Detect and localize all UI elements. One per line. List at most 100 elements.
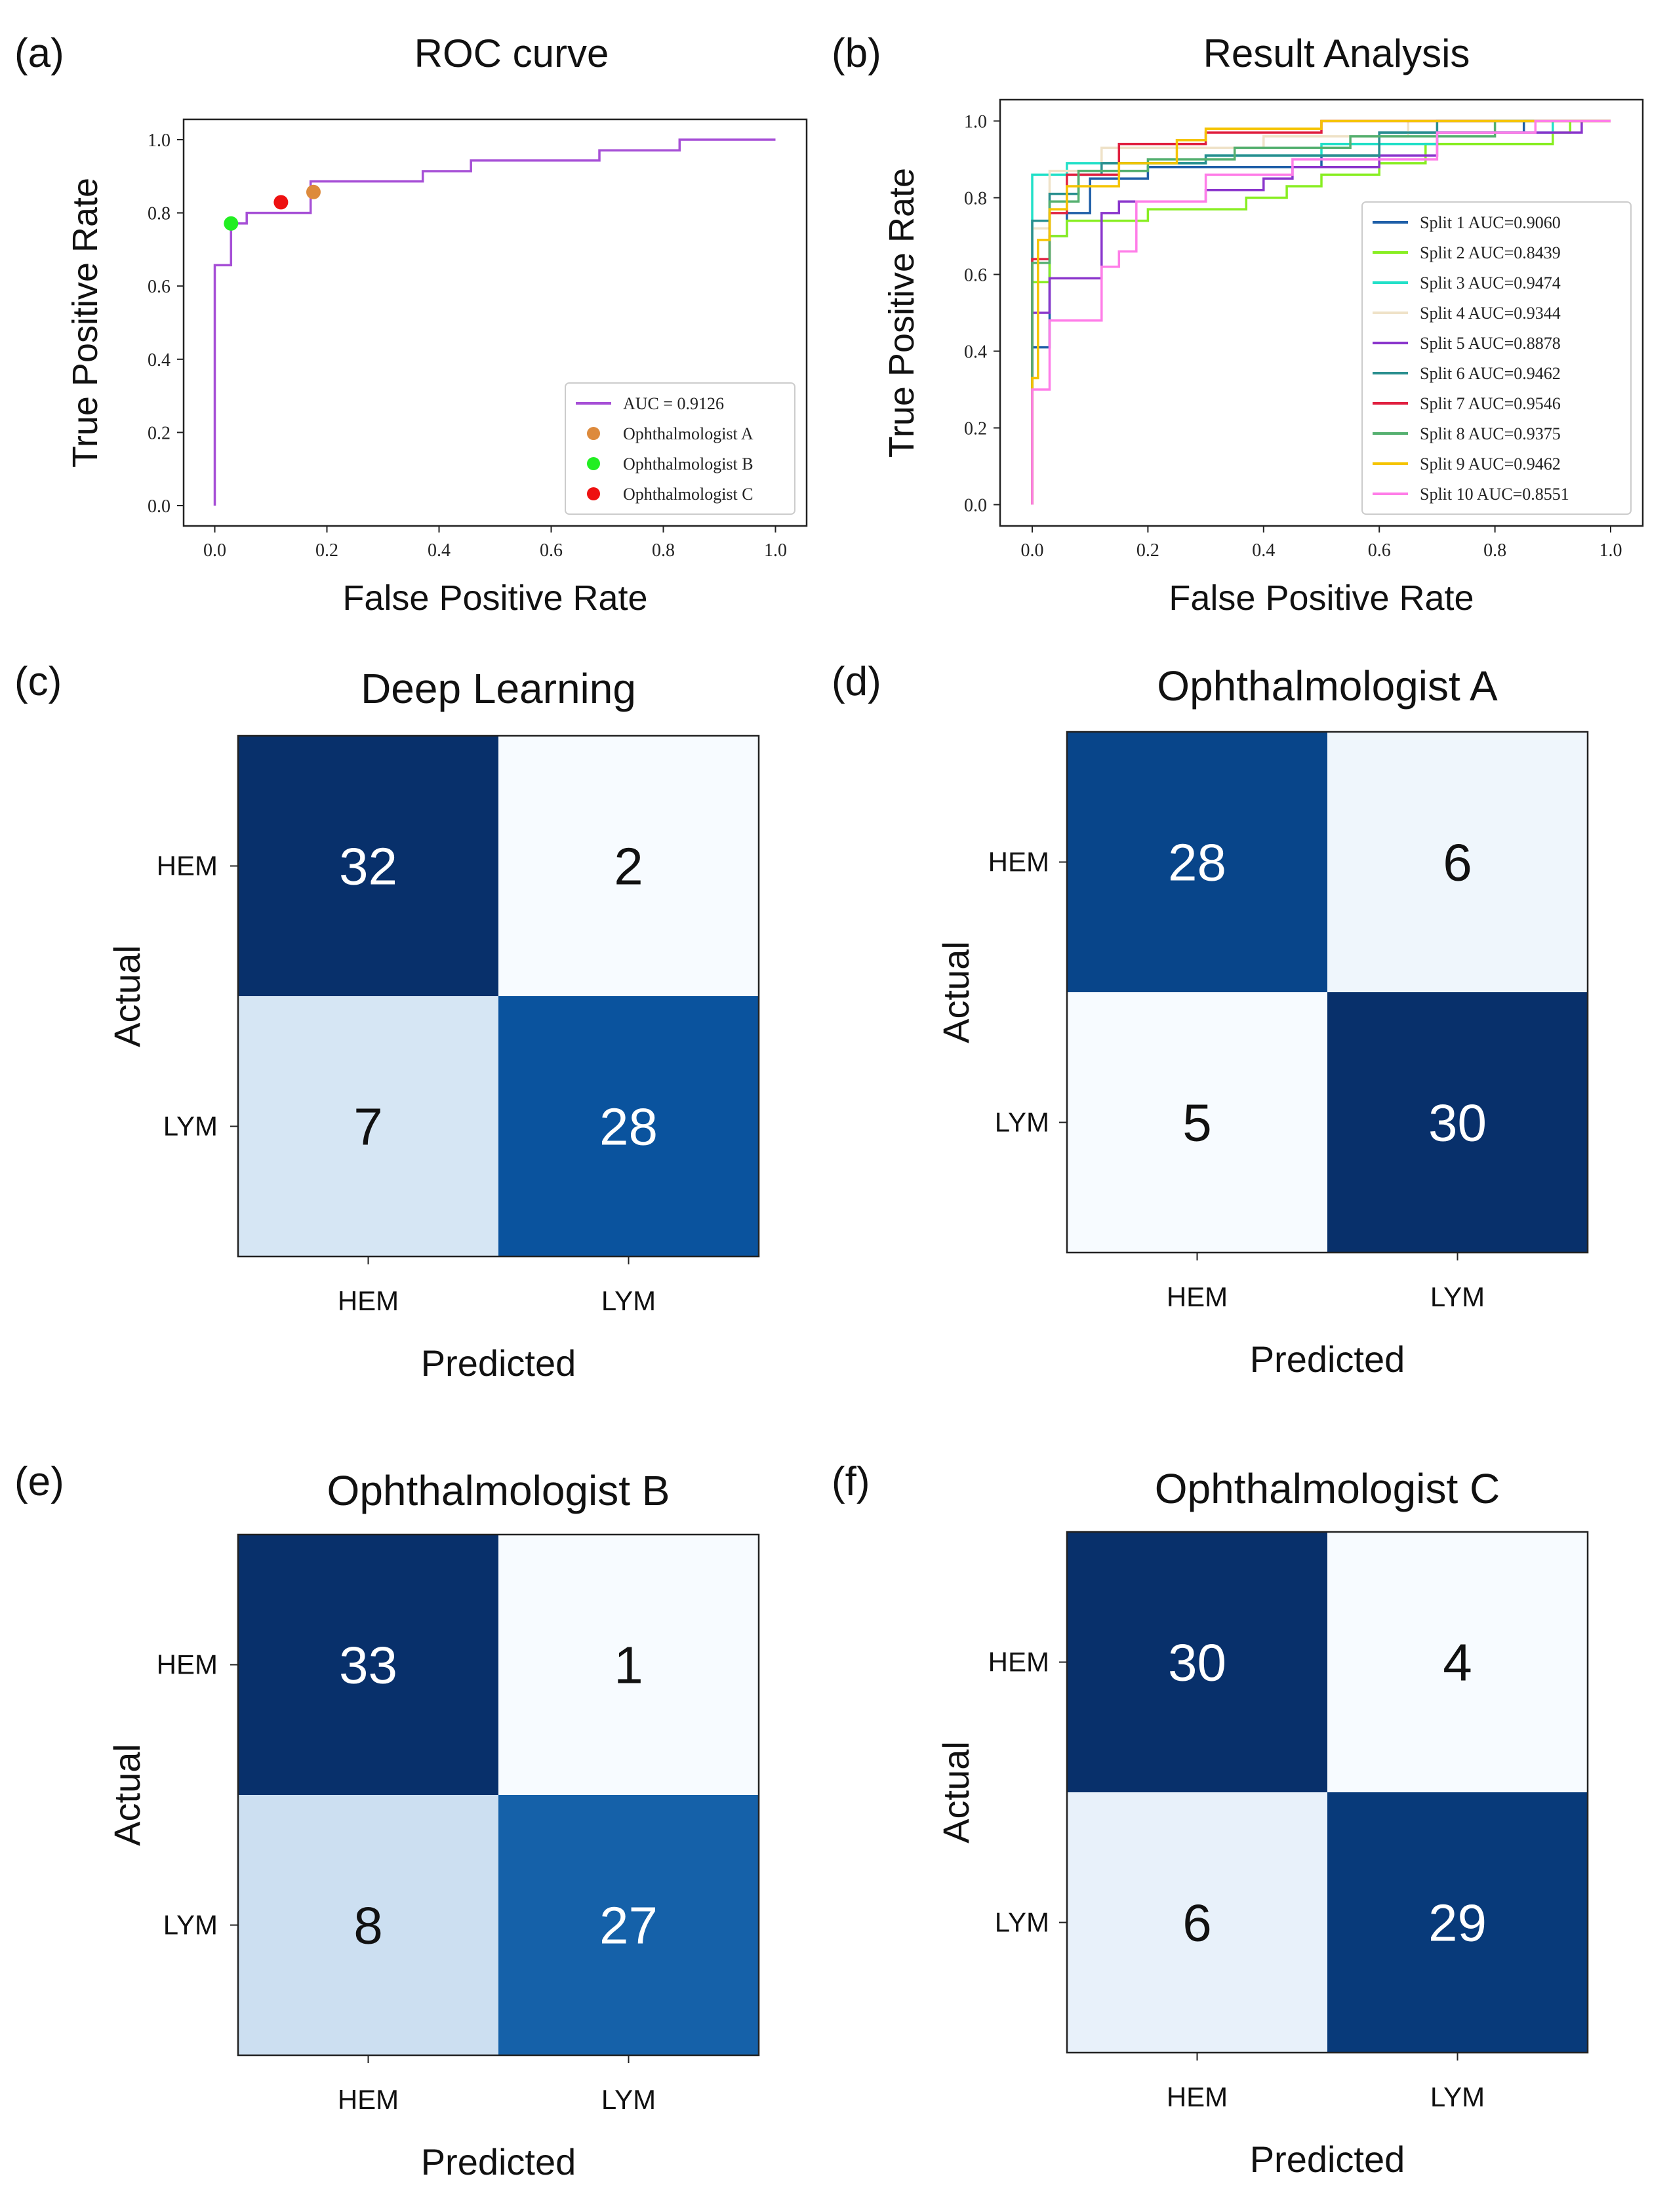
- cell-value-label: 30: [1168, 1634, 1226, 1692]
- column-label: HEM: [338, 2084, 399, 2115]
- matrix-cell-lym-lym: [1327, 992, 1588, 1253]
- matrix-frame: [237, 734, 760, 1258]
- column-label: LYM: [601, 2084, 656, 2115]
- x-tick-label: 0.0: [1021, 540, 1044, 561]
- cell-value-label: 1: [614, 1636, 643, 1695]
- legend-box: [1361, 201, 1632, 515]
- y-tick-label: 0.2: [148, 423, 171, 443]
- legend-marker-swatch: [587, 487, 600, 500]
- legend-entry-label: Ophthalmologist A: [623, 424, 754, 443]
- scatter-point-3: [273, 195, 289, 210]
- legend-entry-label: Split 8 AUC=0.9375: [1420, 424, 1561, 443]
- y-axis-label: Actual: [106, 945, 148, 1047]
- cell-value-label: 28: [599, 1098, 658, 1156]
- confusion-matrix-3: (d) Ophthalmologist A 28 6 5 30 HEM LYM HEM LYM Pr…: [832, 659, 1589, 1380]
- cell-value-label: 5: [1182, 1094, 1212, 1152]
- series-line-4: [1031, 119, 1611, 505]
- series-line-8: [1031, 119, 1611, 505]
- legend-entry-label: Split 2 AUC=0.8439: [1420, 243, 1561, 262]
- y-tick-label: 0.8: [964, 189, 987, 209]
- legend: AUC = 0.9126 Ophthalmologist A Ophthalmolo…: [565, 382, 795, 515]
- matrix-cell-lym-lym: [498, 1795, 759, 2055]
- matrix-frame: [1066, 731, 1589, 1254]
- confusion-matrix-5: (f) Ophthalmologist C 30 4 6 29 HEM LYM HEM LYM Pr…: [832, 1459, 1589, 2180]
- column-label: LYM: [601, 1285, 656, 1316]
- panel-label: (f): [832, 1459, 870, 1504]
- y-tick-label: 0.4: [964, 342, 987, 363]
- scatter-point-1: [306, 184, 321, 199]
- y-tick-label: 1.0: [964, 112, 987, 132]
- y-axis-label: True Positive Rate: [66, 178, 105, 468]
- y-axis-label: Actual: [935, 941, 976, 1043]
- legend-marker-swatch: [587, 457, 600, 470]
- x-axis-label: False Positive Rate: [1169, 578, 1474, 618]
- x-tick-label: 0.0: [203, 540, 226, 561]
- row-label: HEM: [157, 1649, 218, 1680]
- matrix-cell-lym-lym: [1327, 1792, 1588, 2053]
- chart-title: Deep Learning: [361, 665, 636, 712]
- column-label: LYM: [1430, 1281, 1485, 1312]
- plot-frame: [999, 98, 1644, 527]
- chart-title: Result Analysis: [1203, 31, 1470, 75]
- row-label: HEM: [988, 847, 1049, 877]
- row-label: LYM: [995, 1107, 1049, 1138]
- matrix-frame: [237, 1533, 760, 2057]
- row-label: HEM: [157, 851, 218, 881]
- y-tick-label: 0.6: [148, 277, 171, 297]
- x-tick-label: 1.0: [1599, 540, 1622, 561]
- chart-title: Ophthalmologist A: [1157, 662, 1498, 710]
- cell-value-label: 6: [1443, 834, 1472, 892]
- panel-label: (a): [14, 31, 64, 76]
- chart-title: Ophthalmologist B: [327, 1467, 670, 1514]
- legend-entry-label: Split 7 AUC=0.9546: [1420, 394, 1561, 413]
- legend-entry-label: Split 9 AUC=0.9462: [1420, 454, 1561, 473]
- x-tick-label: 0.4: [1252, 540, 1275, 561]
- column-label: LYM: [1430, 2081, 1485, 2112]
- legend-entry-label: Split 10 AUC=0.8551: [1420, 485, 1569, 504]
- cell-value-label: 6: [1182, 1894, 1212, 1952]
- legend-entry-label: Split 4 AUC=0.9344: [1420, 304, 1561, 323]
- matrix-cell-hem-lym: [1327, 732, 1588, 992]
- matrix-cell-hem-hem: [1067, 1532, 1327, 1792]
- x-tick-label: 0.8: [652, 540, 675, 561]
- panel-label: (d): [832, 659, 881, 704]
- x-axis-label: Predicted: [1250, 1338, 1405, 1380]
- row-label: LYM: [163, 1111, 218, 1142]
- legend-entry-label: Ophthalmologist B: [623, 454, 754, 473]
- roc-panel-1: (b) Result Analysis 0.0 0.2 0.4 0.6 0.8 1.0 0.0 0…: [832, 31, 1644, 618]
- legend-box: [565, 382, 795, 515]
- y-tick-label: 0.4: [148, 350, 171, 371]
- row-label: LYM: [163, 1910, 218, 1941]
- x-tick-label: 0.6: [540, 540, 563, 561]
- legend-entry-label: Ophthalmologist C: [623, 485, 754, 504]
- matrix-cell-hem-hem: [238, 736, 498, 996]
- matrix-cell-lym-hem: [238, 996, 498, 1257]
- column-label: HEM: [1167, 1281, 1228, 1312]
- cell-value-label: 8: [353, 1897, 383, 1955]
- matrix-cell-lym-hem: [1067, 1792, 1327, 2053]
- matrix-cell-hem-lym: [498, 1535, 759, 1795]
- matrix-cell-lym-hem: [1067, 992, 1327, 1253]
- y-tick-label: 0.0: [148, 496, 171, 517]
- matrix-cell-hem-hem: [1067, 732, 1327, 992]
- cell-value-label: 29: [1428, 1894, 1487, 1952]
- cell-value-label: 7: [353, 1098, 383, 1156]
- series-line-10: [1031, 119, 1611, 505]
- cell-value-label: 32: [339, 837, 397, 896]
- matrix-cell-hem-lym: [498, 736, 759, 996]
- matrix-cell-lym-lym: [498, 996, 759, 1257]
- cell-value-label: 2: [614, 837, 643, 896]
- y-tick-label: 0.6: [964, 266, 987, 286]
- confusion-matrix-2: (c) Deep Learning 32 2 7 28 HEM LYM HEM LYM Predic…: [14, 659, 760, 1384]
- cell-value-label: 4: [1443, 1634, 1472, 1692]
- y-axis-label: Actual: [106, 1744, 148, 1846]
- chart-title: ROC curve: [414, 31, 609, 75]
- cell-value-label: 33: [339, 1636, 397, 1695]
- x-tick-label: 0.2: [1136, 540, 1159, 561]
- scatter-point-2: [224, 216, 239, 231]
- row-label: HEM: [988, 1647, 1049, 1678]
- panel-label: (c): [14, 659, 62, 704]
- matrix-frame: [1066, 1531, 1589, 2054]
- column-label: HEM: [1167, 2081, 1228, 2112]
